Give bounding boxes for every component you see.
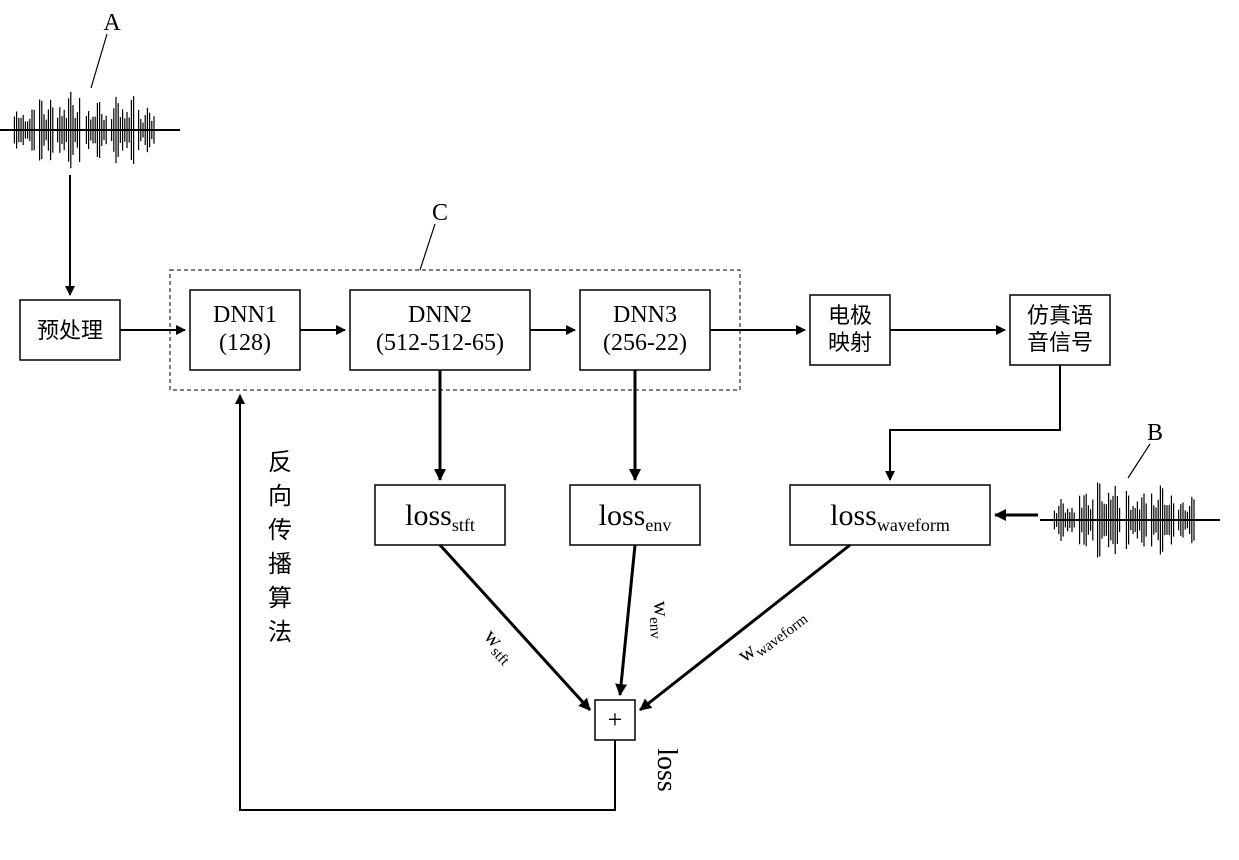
waveform-b bbox=[1040, 483, 1220, 558]
dnn1-l1: DNN1 bbox=[213, 302, 277, 328]
leader-c bbox=[420, 224, 435, 270]
w-stft-label: wstft bbox=[476, 624, 522, 670]
label-c: C bbox=[432, 200, 448, 226]
backprop-char-2: 传 bbox=[268, 517, 292, 544]
backprop-char-1: 向 bbox=[268, 483, 292, 510]
leader-a bbox=[91, 34, 107, 88]
edge-8 bbox=[890, 365, 1060, 480]
dnn2-l1: DNN2 bbox=[408, 302, 472, 328]
label-b: B bbox=[1147, 420, 1163, 446]
backprop-char-5: 法 bbox=[268, 619, 292, 646]
edge-13 bbox=[240, 395, 615, 810]
dnn3-l2: (256-22) bbox=[603, 330, 687, 356]
backprop-char-3: 播 bbox=[268, 551, 292, 578]
w-env-label: wenv bbox=[645, 600, 676, 640]
edge-12 bbox=[640, 545, 850, 710]
electrode-l1: 电极 bbox=[828, 303, 872, 328]
backprop-char-4: 算 bbox=[268, 585, 292, 612]
leader-b bbox=[1128, 444, 1150, 478]
dnn3-l1: DNN3 bbox=[613, 302, 677, 328]
preproc-label: 预处理 bbox=[37, 318, 103, 343]
sim-l1: 仿真语 bbox=[1027, 303, 1093, 328]
w-wave-label: wwaveform bbox=[732, 601, 811, 671]
plus-label: + bbox=[608, 705, 623, 734]
loss-final-label: loss bbox=[651, 748, 682, 792]
waveform-a bbox=[0, 92, 180, 168]
backprop-char-0: 反 bbox=[268, 449, 292, 476]
edge-11 bbox=[620, 545, 635, 695]
dnn1-l2: (128) bbox=[219, 330, 271, 356]
dnn2-l2: (512-512-65) bbox=[376, 330, 504, 356]
edge-10 bbox=[440, 545, 590, 710]
sim-l2: 音信号 bbox=[1027, 330, 1093, 355]
electrode-l2: 映射 bbox=[828, 330, 872, 355]
label-a: A bbox=[103, 10, 121, 36]
